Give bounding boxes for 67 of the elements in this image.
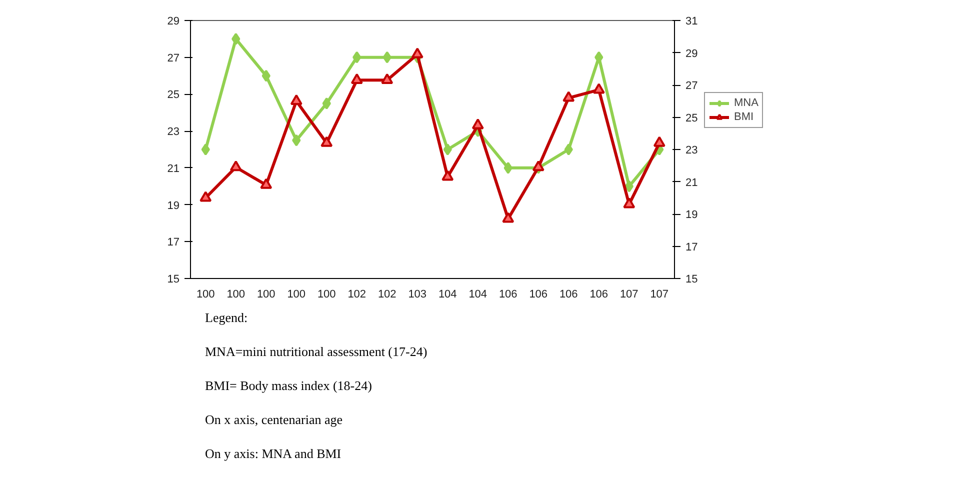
text: On y axis: MNA and BMI xyxy=(205,445,342,463)
point xyxy=(201,144,210,156)
x-tick-label: 104 xyxy=(438,288,457,300)
point xyxy=(443,144,452,156)
y-tick-label: 21 xyxy=(167,162,180,175)
point xyxy=(653,136,666,147)
y2-tick-label: 23 xyxy=(686,144,698,156)
x-tick-label: 106 xyxy=(498,288,518,300)
x-tick-label: 100 xyxy=(256,288,276,300)
x-tick-label: 106 xyxy=(590,288,608,300)
x-tick-label: 100 xyxy=(317,288,336,300)
point xyxy=(230,160,242,172)
x-tick-label: 103 xyxy=(408,288,427,300)
y-tick-label: 15 xyxy=(167,274,180,286)
y2-tick-label: 21 xyxy=(686,176,698,189)
point xyxy=(624,180,634,192)
y2-tick-label: 29 xyxy=(686,48,698,60)
point xyxy=(502,212,514,223)
point xyxy=(592,83,605,94)
x-tick-label: 107 xyxy=(650,288,669,300)
y-tick-label: 25 xyxy=(167,89,180,102)
point xyxy=(350,73,363,84)
y2-tick-label: 27 xyxy=(686,80,698,92)
point xyxy=(382,51,392,64)
point xyxy=(352,51,362,64)
point xyxy=(260,178,272,189)
point xyxy=(562,91,575,102)
x-tick-label: 100 xyxy=(226,288,246,300)
point xyxy=(322,97,331,110)
point xyxy=(381,73,394,84)
x-tick-label: 102 xyxy=(378,288,396,300)
x-tick-label: 102 xyxy=(348,288,366,300)
point xyxy=(442,170,454,181)
point xyxy=(320,136,333,147)
y2-tick-label: 19 xyxy=(686,209,698,221)
point xyxy=(411,48,424,58)
text: Legend: xyxy=(205,309,248,327)
point xyxy=(292,134,301,146)
point xyxy=(232,32,240,45)
x-tick-label: 104 xyxy=(468,288,488,300)
y-tick-label: 17 xyxy=(167,236,180,249)
x-tick-label: 106 xyxy=(529,288,548,300)
y-tick-label: 27 xyxy=(167,52,180,64)
legend-label: BMI xyxy=(734,111,754,123)
point xyxy=(623,198,636,208)
point xyxy=(290,94,302,106)
x-tick-label: 100 xyxy=(196,288,215,300)
y-tick-label: 19 xyxy=(167,200,180,212)
text: MNA=mini nutritional assessment (17-24) xyxy=(205,343,428,361)
point xyxy=(564,144,573,156)
y2-tick-label: 15 xyxy=(686,274,698,286)
y2-tick-label: 17 xyxy=(686,241,698,254)
point xyxy=(472,118,484,130)
y-tick-label: 23 xyxy=(167,126,180,138)
legend-label: MNA xyxy=(734,97,758,109)
y2-tick-label: 31 xyxy=(686,16,698,28)
x-tick-label: 106 xyxy=(559,288,578,300)
point xyxy=(262,70,270,82)
point xyxy=(532,160,544,172)
y2-tick-label: 25 xyxy=(686,112,698,124)
text: BMI= Body mass index (18-24) xyxy=(205,377,372,395)
x-tick-label: 100 xyxy=(287,288,306,300)
y-tick-label: 29 xyxy=(167,16,180,28)
point xyxy=(504,162,512,174)
x-tick-label: 107 xyxy=(620,288,638,300)
text: On x axis, centenarian age xyxy=(205,411,343,429)
point xyxy=(200,191,212,202)
